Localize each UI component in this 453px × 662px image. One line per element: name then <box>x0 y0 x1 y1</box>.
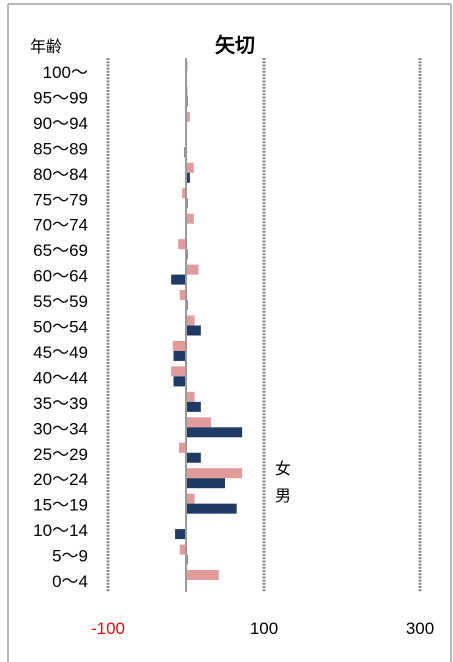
age-group-label: 0〜4 <box>52 572 88 591</box>
male-bar <box>186 401 201 412</box>
female-bar <box>178 442 186 453</box>
female-bar <box>172 340 186 351</box>
gridlines <box>106 58 422 592</box>
age-group-label: 90〜94 <box>33 114 88 133</box>
female-bar <box>186 315 195 326</box>
age-group-label: 55〜59 <box>33 292 88 311</box>
age-group-label: 45〜49 <box>33 343 88 362</box>
male-bar <box>186 478 225 489</box>
age-group-label: 100〜 <box>43 63 88 82</box>
female-bar <box>178 239 186 250</box>
female-bar <box>186 111 190 122</box>
female-bar <box>186 264 199 275</box>
female-bar <box>186 417 211 428</box>
legend-label-male: 男 <box>275 486 291 505</box>
female-bar <box>186 213 194 224</box>
female-bar <box>186 468 243 479</box>
legend: 女 男 <box>275 459 291 505</box>
x-tick-labels: -100 100 300 <box>91 619 434 638</box>
female-bar <box>186 493 195 504</box>
legend-label-female: 女 <box>275 459 291 478</box>
age-group-label: 75〜79 <box>33 190 88 209</box>
age-group-label: 80〜84 <box>33 165 88 184</box>
female-bar <box>179 290 186 301</box>
female-bar <box>182 188 186 199</box>
age-group-label: 50〜54 <box>33 318 88 337</box>
male-bar <box>186 427 243 438</box>
age-group-label: 25〜29 <box>33 445 88 464</box>
male-bar <box>186 503 237 514</box>
female-bar <box>179 544 186 555</box>
female-bar <box>186 570 219 580</box>
female-bar <box>186 162 194 173</box>
male-bar <box>173 376 186 387</box>
x-tick-label: 300 <box>406 619 434 638</box>
age-group-label: 85〜89 <box>33 139 88 158</box>
male-bar <box>171 274 186 285</box>
age-group-label: 65〜69 <box>33 241 88 260</box>
male-bar <box>186 172 190 183</box>
male-bar <box>175 529 186 540</box>
male-bar <box>186 452 201 463</box>
x-tick-label: -100 <box>91 619 125 638</box>
age-group-label: 15〜19 <box>33 496 88 515</box>
age-group-label: 40〜44 <box>33 368 88 387</box>
age-group-label: 60〜64 <box>33 267 88 286</box>
age-group-label: 20〜24 <box>33 470 88 489</box>
chart-frame <box>7 3 452 662</box>
age-group-label: 70〜74 <box>33 216 88 235</box>
chart-title: 矢切 <box>215 33 255 57</box>
female-bar <box>186 391 195 402</box>
age-group-label: 35〜39 <box>33 394 88 413</box>
y-axis-title: 年齢 <box>30 37 62 56</box>
male-bar <box>186 325 201 336</box>
age-group-label: 95〜99 <box>33 88 88 107</box>
x-tick-label: 100 <box>250 619 278 638</box>
age-group-label: 10〜14 <box>33 521 88 540</box>
age-group-label: 30〜34 <box>33 419 88 438</box>
age-group-label: 5〜9 <box>52 547 88 566</box>
category-labels: 100〜 95〜99 90〜94 85〜89 80〜84 75〜79 70〜74 65〜69 6… <box>33 63 88 591</box>
bars <box>171 61 243 580</box>
female-bar <box>171 366 186 377</box>
male-bar <box>173 350 186 361</box>
